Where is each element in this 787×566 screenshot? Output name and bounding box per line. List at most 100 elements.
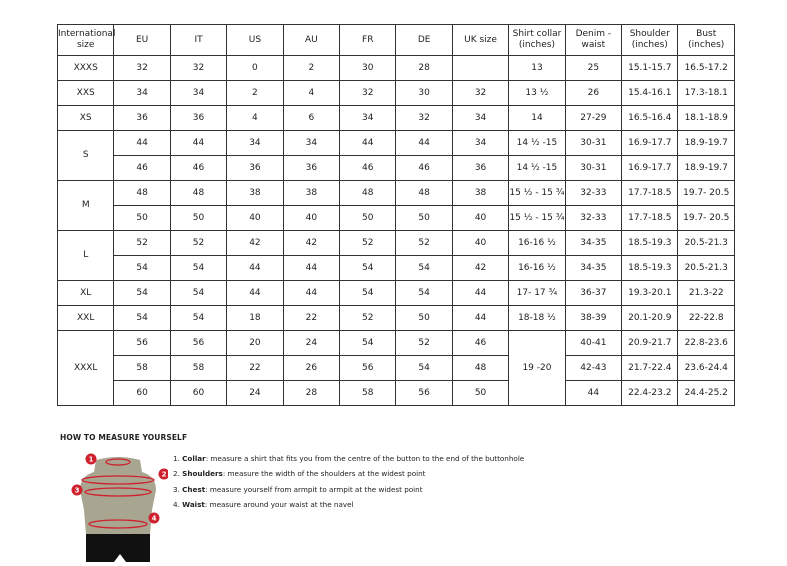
table-cell: 32 bbox=[395, 105, 453, 131]
table-cell: 40 bbox=[226, 205, 284, 231]
table-row: XXL 54 54 18 22 52 50 44 18-18 ½ 38-39 20.1-20.9 22… bbox=[56, 305, 735, 331]
table-cell: 2 bbox=[282, 55, 341, 81]
step-shoulders: 2. Shoulders: measure the width of the s… bbox=[173, 469, 426, 479]
table-cell: 56 bbox=[169, 330, 228, 356]
table-cell: 48 bbox=[451, 355, 510, 381]
table-cell: 34 bbox=[339, 105, 397, 131]
table-cell: 52 bbox=[395, 330, 453, 356]
table-cell: 50 bbox=[339, 205, 397, 231]
table-cell: 44 bbox=[395, 130, 453, 156]
table-cell: 18.5-19.3 bbox=[621, 230, 679, 256]
table-cell: 17.7-18.5 bbox=[621, 205, 679, 231]
table-cell: 17.7-18.5 bbox=[621, 180, 679, 206]
table-cell: 54 bbox=[113, 255, 171, 281]
table-cell: 20.5-21.3 bbox=[677, 230, 735, 256]
marker-4: 4 bbox=[152, 515, 157, 523]
marker-1: 1 bbox=[89, 456, 94, 464]
table-cell: 42-43 bbox=[564, 355, 623, 381]
table-cell: 44 bbox=[451, 305, 510, 331]
table-cell: 54 bbox=[395, 355, 453, 381]
table-cell: 40 bbox=[282, 205, 341, 231]
table-cell: 54 bbox=[339, 255, 397, 281]
table-cell: 13 ½ bbox=[508, 80, 566, 106]
table-cell: 40-41 bbox=[564, 330, 623, 356]
guide-title: HOW TO MEASURE YOURSELF bbox=[60, 433, 188, 442]
table-cell: 19.7- 20.5 bbox=[677, 205, 735, 231]
table-cell: 36 bbox=[226, 155, 284, 181]
table-cell: 42 bbox=[226, 230, 284, 256]
table-cell: 22.4-23.2 bbox=[621, 380, 679, 406]
table-cell: 14 ½ -15 bbox=[508, 155, 566, 181]
size-chart-table: International size EU IT US AU FR DE UK size Shi… bbox=[56, 24, 735, 406]
table-cell: 54 bbox=[113, 305, 171, 331]
international-size-cell: XXXL bbox=[56, 330, 115, 406]
column-header: Shirt collar (inches) bbox=[508, 24, 566, 56]
marker-2: 2 bbox=[162, 471, 167, 479]
table-cell: 34-35 bbox=[564, 230, 623, 256]
shorts-shape bbox=[86, 534, 150, 562]
table-cell: 38 bbox=[451, 180, 510, 206]
table-cell: 15.1-15.7 bbox=[621, 55, 679, 81]
table-cell: 36 bbox=[113, 105, 171, 131]
table-cell: 50 bbox=[451, 380, 510, 406]
table-cell: 42 bbox=[282, 230, 341, 256]
table-cell: 24 bbox=[282, 330, 341, 356]
table-cell: 56 bbox=[113, 330, 171, 356]
table-cell: 13 bbox=[508, 55, 566, 81]
table-cell: 34 bbox=[282, 130, 341, 156]
table-cell: 46 bbox=[113, 155, 171, 181]
column-header: DE bbox=[395, 24, 453, 56]
table-cell: 40 bbox=[451, 230, 510, 256]
table-cell: 50 bbox=[395, 205, 453, 231]
table-cell: 21.7-22.4 bbox=[621, 355, 679, 381]
table-cell: 48 bbox=[113, 180, 171, 206]
table-cell: 36 bbox=[169, 105, 228, 131]
table-cell: 52 bbox=[339, 305, 397, 331]
table-cell: 34 bbox=[169, 80, 228, 106]
step-chest: 3. Chest: measure yourself from armpit t… bbox=[173, 484, 423, 494]
table-cell: 48 bbox=[339, 180, 397, 206]
column-header: International size bbox=[56, 24, 115, 56]
column-header: AU bbox=[282, 24, 341, 56]
table-cell: 32 bbox=[339, 80, 397, 106]
column-header: UK size bbox=[451, 24, 510, 56]
table-cell: 16.5-16.4 bbox=[621, 105, 679, 131]
table-cell: 14 ½ -15 bbox=[508, 130, 566, 156]
marker-3: 3 bbox=[75, 487, 80, 495]
table-cell: 54 bbox=[169, 280, 228, 306]
table-cell: 30 bbox=[339, 55, 397, 81]
table-cell: 27-29 bbox=[564, 105, 623, 131]
column-header: US bbox=[226, 24, 284, 56]
column-header: Denim - waist bbox=[564, 24, 623, 56]
international-size-cell: XS bbox=[56, 105, 115, 131]
table-row: 46 46 36 36 46 46 36 14 ½ -15 30-31 16.9-17.7 18.9… bbox=[58, 155, 735, 181]
table-row: M 48 48 38 38 48 48 38 15 ½ - 15 ¾ 32-33 17.7-18.5… bbox=[56, 180, 735, 231]
table-cell: 24.4-25.2 bbox=[677, 380, 735, 406]
table-row: XS 36 36 4 6 34 32 34 14 27-29 16.5-16.4 18.1-18.9 bbox=[56, 105, 735, 131]
table-cell: 17.3-18.1 bbox=[677, 80, 735, 106]
table-cell: 24 bbox=[226, 380, 284, 406]
table-cell: 15 ½ - 15 ¾ bbox=[508, 180, 566, 206]
table-cell: 36 bbox=[282, 155, 341, 181]
step-collar: 1. Collar: measure a shirt that fits you… bbox=[173, 454, 525, 463]
table-cell: 44 bbox=[339, 130, 397, 156]
table-cell: 28 bbox=[282, 380, 341, 406]
table-cell: 44 bbox=[451, 280, 510, 306]
column-header: IT bbox=[169, 24, 228, 56]
table-cell: 48 bbox=[169, 180, 228, 206]
table-cell: 54 bbox=[395, 255, 453, 281]
table-cell: 20.5-21.3 bbox=[677, 255, 735, 281]
table-cell: 36 bbox=[451, 155, 510, 181]
table-cell: 54 bbox=[395, 280, 453, 306]
table-cell: 54 bbox=[169, 305, 228, 331]
table-cell: 58 bbox=[339, 380, 397, 406]
table-cell: 28 bbox=[395, 55, 453, 81]
table-cell bbox=[451, 55, 510, 81]
table-cell: 2 bbox=[226, 80, 284, 106]
table-cell: 36-37 bbox=[564, 280, 623, 306]
table-cell: 26 bbox=[282, 355, 341, 381]
table-cell: 4 bbox=[226, 105, 284, 131]
column-header: Bust (inches) bbox=[677, 24, 735, 56]
table-cell: 50 bbox=[395, 305, 453, 331]
table-row: XXXL 56 56 20 24 54 52 46 19 -20 40-41 20.9-21.7 22… bbox=[56, 330, 735, 406]
